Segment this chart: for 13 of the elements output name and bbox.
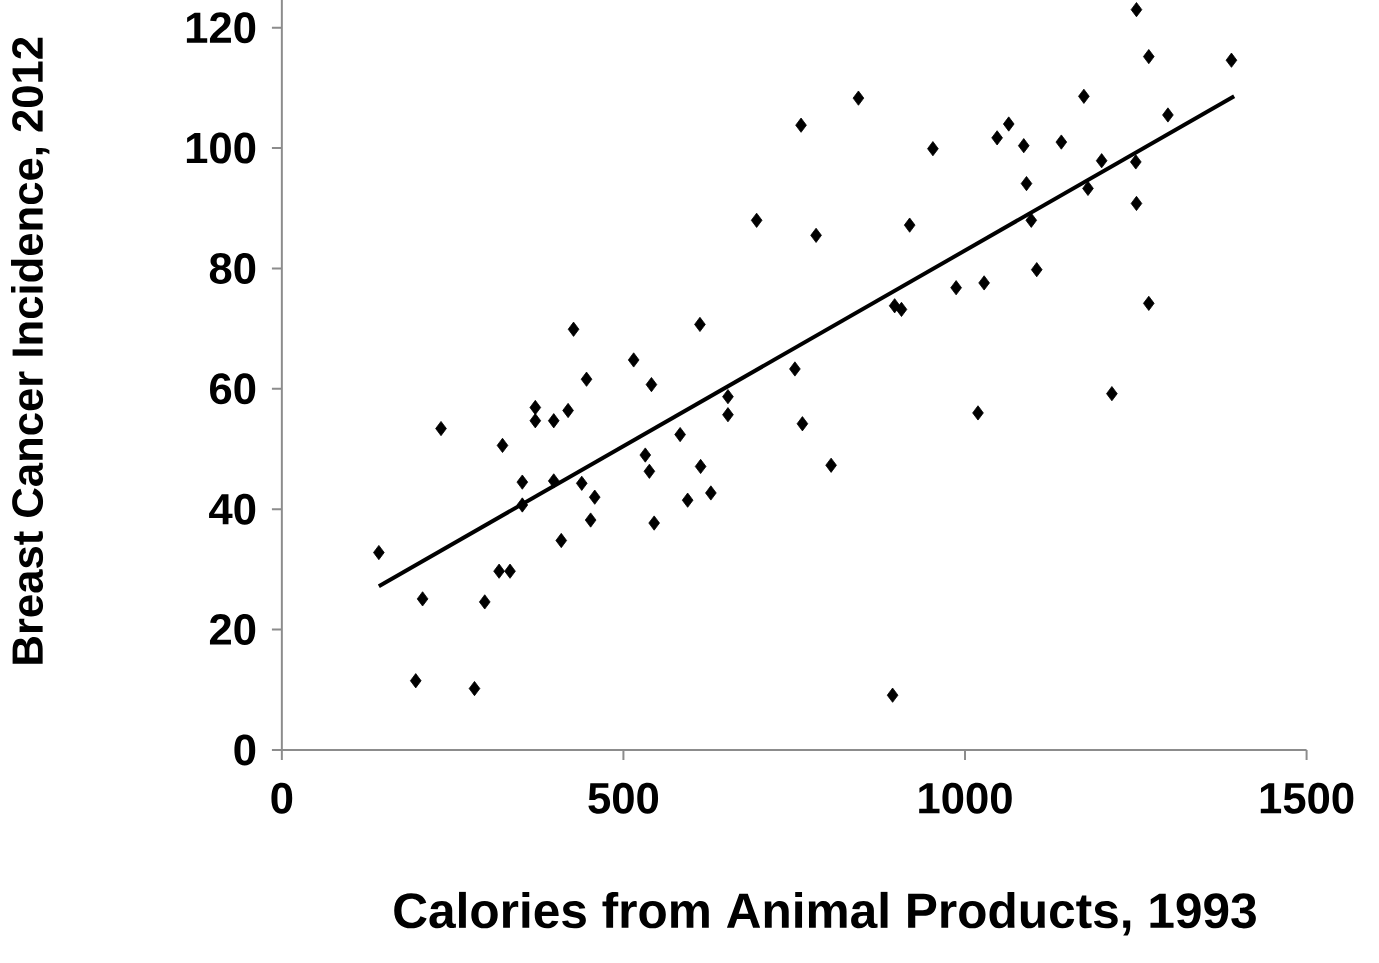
y-tick-label: 100 [186, 132, 256, 164]
y-tick-label: 80 [209, 252, 256, 284]
y-axis-title: Breast Cancer Incidence, 2012 [10, 37, 50, 664]
x-axis-title: Calories from Animal Products, 1993 [394, 891, 1256, 936]
x-tick-label: 500 [588, 782, 659, 814]
x-tick-label: 0 [271, 782, 293, 814]
y-tick-label: 60 [210, 373, 256, 405]
x-tick-label: 1500 [1260, 782, 1354, 814]
y-tick-label: 20 [209, 614, 256, 645]
y-tick-label: 120 [186, 12, 256, 44]
y-tick-label: 0 [234, 734, 256, 766]
x-tick-label: 1000 [919, 782, 1012, 814]
y-tick-label: 40 [209, 493, 256, 525]
